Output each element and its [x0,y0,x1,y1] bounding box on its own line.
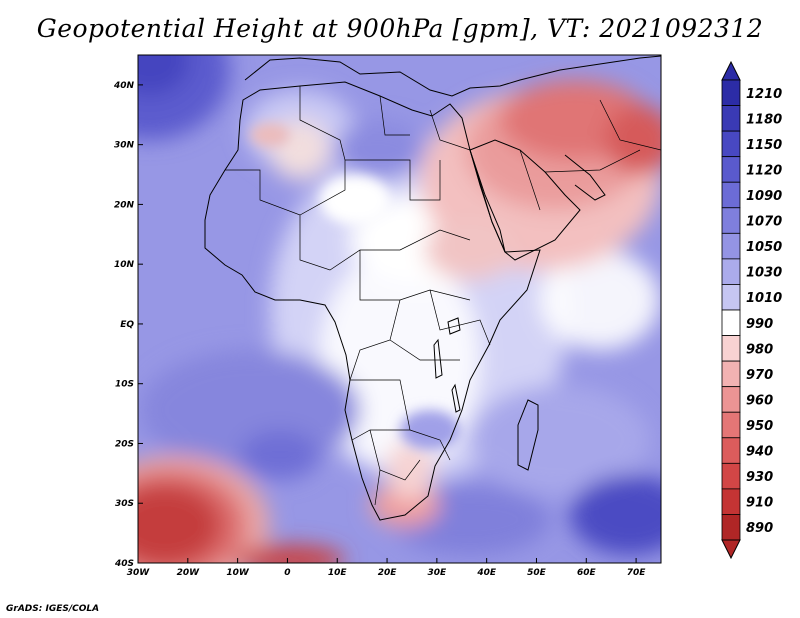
colorbar-swatch [721,411,741,439]
lon-tick-label: 20E [378,568,398,578]
plot-frame [137,54,662,564]
lat-tick-label: 40S [114,559,134,569]
lon-tick-label: 10W [226,568,250,578]
arabia-coastline [469,139,581,261]
africa-coastline [204,81,541,521]
colorbar-label: 1090 [746,189,782,204]
colorbar-swatch [721,130,741,158]
colorbar-swatch [721,437,741,464]
colorbar-label: 980 [746,342,773,357]
lat-tick-label: 10S [115,380,134,390]
colorbar: 1210 1180 1150 1120 1090 1070 1050 1030 1010 990 9… [721,60,782,560]
height-field-shading [138,55,661,563]
lon-tick-label: 50E [527,568,547,578]
colorbar-swatch [721,488,741,515]
europe-coastline [244,55,661,97]
lake-malawi [451,383,461,413]
colorbar-label: 940 [746,445,773,460]
colorbar-swatch [721,156,741,183]
colorbar-label: 1180 [746,112,782,127]
lat-tick-label: EQ [120,320,134,330]
lon-tick-label: 10E [328,568,348,578]
lake-tanganyika [433,338,443,379]
lon-tick-label: 30W [127,568,151,578]
lon-tick-label: 30E [428,568,448,578]
lon-tick-label: 70E [627,568,647,578]
lon-tick-label: 60E [577,568,597,578]
lat-tick-label: 40N [113,81,135,91]
grads-credit: GrADS: IGES/COLA [6,604,100,614]
colorbar-swatch [721,514,741,541]
map-title: Geopotential Height at 900hPa [gpm], VT:… [36,14,764,43]
lat-tick-label: 30S [115,499,134,509]
colorbar-label: 1010 [746,291,782,306]
colorbar-label: 890 [746,521,773,536]
colorbar-swatch [721,284,741,311]
lat-tick-label: 30N [114,141,135,151]
red-sea [469,149,506,253]
colorbar-label: 1050 [746,240,782,255]
colorbar-label: 1150 [746,138,782,153]
colorbar-label: 930 [746,470,773,485]
colorbar-swatch [721,258,741,285]
colorbar-swatch [721,79,741,106]
lake-victoria [447,317,461,335]
colorbar-top-arrow [721,60,741,81]
colorbar-label: 970 [746,368,773,383]
colorbar-label: 950 [746,419,773,434]
colorbar-label: 1210 [746,87,782,102]
persian-gulf [564,154,606,201]
lon-tick-label: 0 [284,568,290,578]
colorbar-bottom-arrow [721,539,741,560]
colorbar-swatch [721,360,741,388]
colorbar-swatch [721,335,741,362]
colorbar-label: 990 [746,317,773,332]
axis-ticks: 30W 20W 10W 0 10E 20E 30E 40E 50E 60E 70E 40N 30N 20N… [113,81,646,578]
colorbar-label: 910 [746,496,773,511]
colorbar-label: 1030 [746,266,782,281]
colorbar-label: 1120 [746,163,782,178]
lon-tick-label: 40E [476,568,497,578]
colorbar-swatch [721,207,741,234]
colorbar-swatch [721,105,741,132]
colorbar-label: 960 [746,393,773,408]
colorbar-swatch [721,386,741,413]
colorbar-swatch [721,462,741,490]
colorbar-label: 1070 [746,215,782,230]
colorbar-swatch [721,232,741,260]
lat-tick-label: 10N [114,260,135,270]
coastlines-and-borders [204,55,661,521]
madagascar-coastline [517,399,539,471]
lat-tick-label: 20N [114,200,135,210]
lon-tick-label: 20W [177,568,201,578]
colorbar-swatch [721,181,741,209]
country-borders [225,86,661,506]
colorbar-swatch [721,309,741,336]
lat-tick-label: 20S [115,439,134,449]
